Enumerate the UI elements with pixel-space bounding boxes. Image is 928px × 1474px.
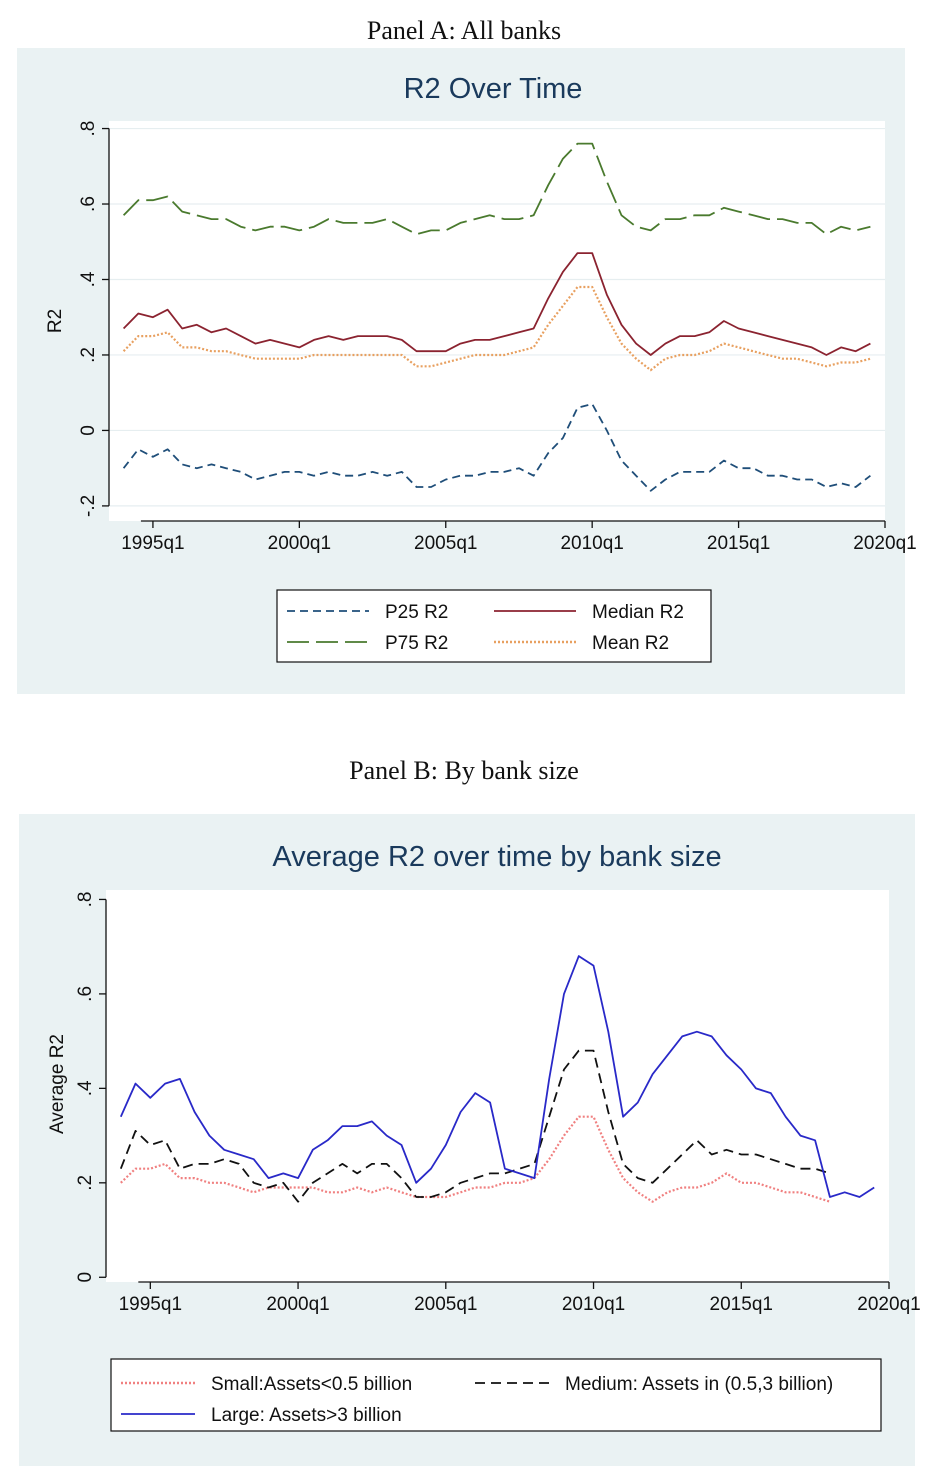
panel-a-svg: R2 Over Time -.2 0 .2 .4 .6 .8 1995q1 2000q1 200… (45, 73, 917, 663)
y-tick-label: 0 (75, 1272, 96, 1283)
plot-area (106, 890, 889, 1282)
y-tick-label: .8 (78, 121, 99, 137)
legend-label: P75 R2 (385, 633, 448, 654)
x-tick-label: 2000q1 (266, 1294, 329, 1315)
series-line-1 (122, 252, 871, 356)
series-line-0 (120, 1115, 831, 1203)
legend-label: Large: Assets>3 billion (211, 1405, 402, 1426)
panel-a-caption: Panel A: All banks (366, 16, 562, 45)
y-tick-label: .2 (78, 347, 99, 363)
x-tick-label: 2000q1 (268, 533, 331, 554)
legend-box (110, 1358, 882, 1432)
x-tick-label: 2010q1 (560, 533, 623, 554)
panel-a-chart: R2 Over Time -.2 0 .2 .4 .6 .8 1995q1 2000q1 200… (17, 48, 917, 694)
y-tick-label: .4 (75, 1080, 96, 1096)
legend-box (276, 589, 712, 663)
legend-label: Medium: Assets in (0.5,3 billion) (565, 1374, 833, 1395)
chart-title: R2 Over Time (404, 73, 583, 105)
y-tick-label: .8 (75, 892, 96, 908)
panel-b-caption: Panel B: By bank size (349, 756, 579, 785)
x-tick-label: 2015q1 (707, 533, 770, 554)
y-axis-title: Average R2 (47, 1034, 68, 1134)
y-tick-label: .6 (78, 196, 99, 212)
panel-b-chart: Average R2 over time by bank size 0 .2 .4.… (19, 814, 921, 1466)
series-line-2 (119, 955, 875, 1198)
x-tick-label: 1995q1 (119, 1294, 182, 1315)
panel-b-svg: Average R2 over time by bank size 0 .2 .4.… (47, 841, 921, 1432)
series-line-0 (122, 403, 871, 492)
chart-title: Average R2 over time by bank size (272, 841, 721, 873)
x-tick-label: 2005q1 (414, 1294, 477, 1315)
y-tick-label: .4 (78, 271, 99, 287)
y-axis-title: R2 (45, 309, 66, 333)
x-tick-label: 2020q1 (857, 1294, 920, 1315)
legend-label: Median R2 (592, 602, 684, 623)
series-line-1 (119, 1049, 831, 1203)
y-tick-label: .2 (75, 1175, 96, 1191)
y-tick-label: 0 (78, 425, 99, 436)
legend-label: P25 R2 (385, 602, 448, 623)
x-tick-label: 2005q1 (414, 533, 477, 554)
x-tick-label: 2015q1 (710, 1294, 773, 1315)
x-tick-label: 1995q1 (121, 533, 184, 554)
y-tick-label: -.2 (78, 495, 99, 517)
legend-label: Small:Assets<0.5 billion (211, 1374, 412, 1395)
y-tick-label: .6 (75, 986, 96, 1002)
series-line-3 (122, 285, 871, 372)
x-tick-label: 2020q1 (853, 533, 916, 554)
plot-area (109, 121, 885, 521)
legend-label: Mean R2 (592, 633, 669, 654)
x-tick-label: 2010q1 (562, 1294, 625, 1315)
